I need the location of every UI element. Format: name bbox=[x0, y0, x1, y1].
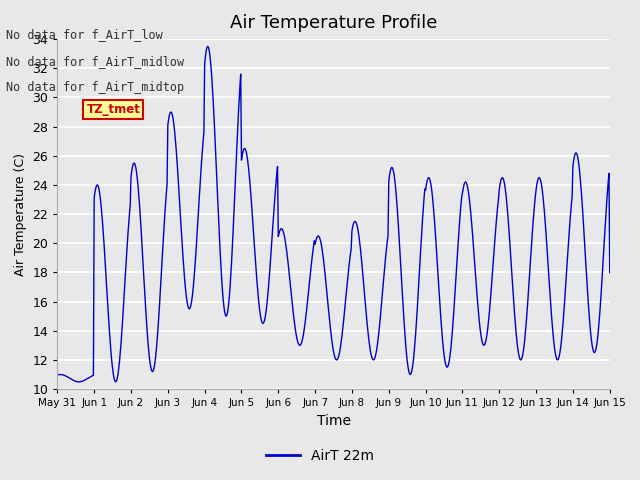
Text: TZ_tmet: TZ_tmet bbox=[86, 103, 140, 116]
X-axis label: Time: Time bbox=[317, 414, 351, 428]
Y-axis label: Air Temperature (C): Air Temperature (C) bbox=[14, 153, 27, 276]
Text: No data for f_AirT_low: No data for f_AirT_low bbox=[6, 28, 163, 41]
Text: No data for f_AirT_midlow: No data for f_AirT_midlow bbox=[6, 55, 184, 68]
Title: Air Temperature Profile: Air Temperature Profile bbox=[230, 14, 437, 32]
Legend: AirT 22m: AirT 22m bbox=[260, 443, 380, 468]
Text: No data for f_AirT_midtop: No data for f_AirT_midtop bbox=[6, 81, 184, 94]
